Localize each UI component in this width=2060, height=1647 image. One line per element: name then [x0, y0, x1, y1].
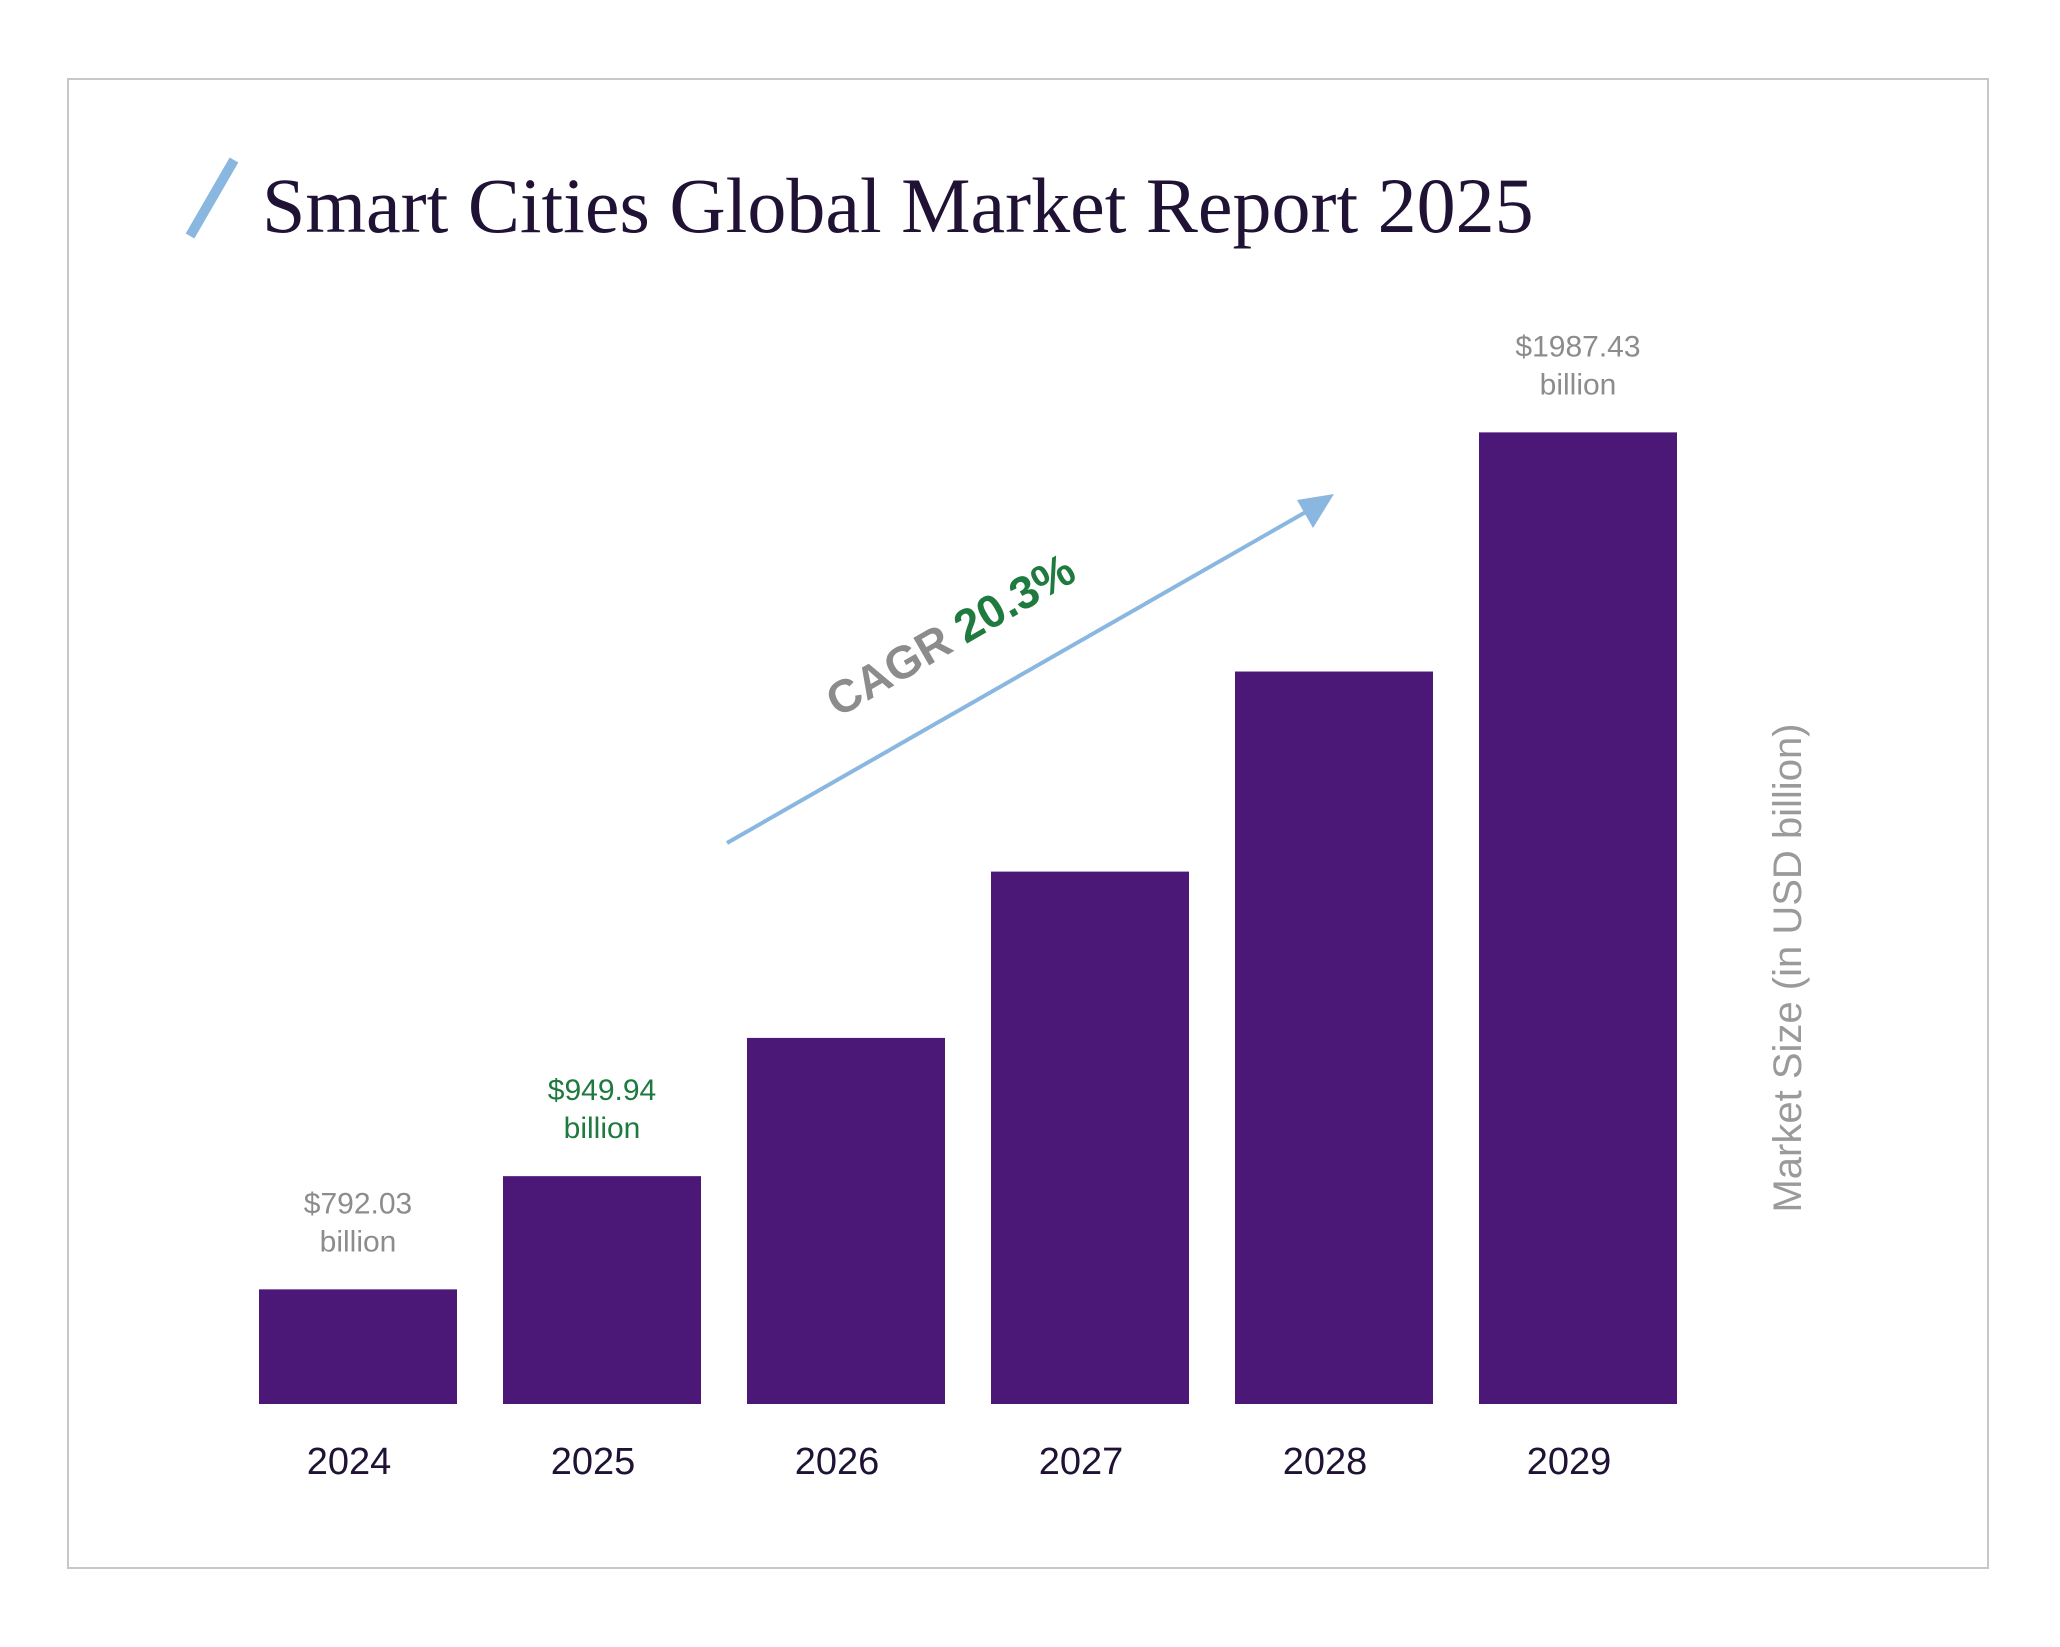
- arrow-head-icon: [1297, 494, 1334, 528]
- chart-frame: [67, 78, 1989, 1569]
- x-tick-label: 2026: [795, 1441, 880, 1483]
- chart-title: Smart Cities Global Market Report 2025: [262, 162, 1534, 249]
- x-tick-label: 2028: [1283, 1441, 1368, 1483]
- value-labels: $792.03 billion $949.94 billion $1987.43 bill…: [304, 330, 1641, 1258]
- bar-2026: [747, 1037, 945, 1404]
- bar-2025: [503, 1176, 701, 1404]
- bar-2028: [1235, 671, 1433, 1404]
- data-label-unit: billion: [1540, 368, 1617, 401]
- y-axis-title: Market Size (in USD billion): [1766, 723, 1810, 1212]
- category-labels: 2024 2025 2026 2027 2028 2029: [307, 1441, 1612, 1483]
- data-label-value: $792.03: [304, 1187, 412, 1220]
- title-slash-icon: [185, 157, 239, 239]
- x-tick-label: 2024: [307, 1441, 392, 1483]
- data-label-value: $1987.43: [1515, 330, 1640, 363]
- x-tick-label: 2027: [1039, 1441, 1124, 1483]
- bar-2029: [1479, 432, 1677, 1404]
- bar-2024: [259, 1289, 457, 1404]
- cagr-label: CAGR: [817, 614, 960, 727]
- data-label-unit: billion: [564, 1112, 641, 1145]
- cagr-annotation: CAGR20.3%: [817, 543, 1084, 727]
- cagr-value: 20.3%: [945, 543, 1084, 653]
- x-tick-label: 2029: [1527, 1441, 1612, 1483]
- bar-2027: [991, 871, 1189, 1404]
- cagr-trend-arrow: [726, 494, 1334, 845]
- trend-arrow-line: [726, 507, 1312, 845]
- data-label-value: $949.94: [548, 1074, 656, 1107]
- bar-group: [259, 432, 1677, 1404]
- data-label-unit: billion: [320, 1225, 397, 1258]
- x-tick-label: 2025: [551, 1441, 636, 1483]
